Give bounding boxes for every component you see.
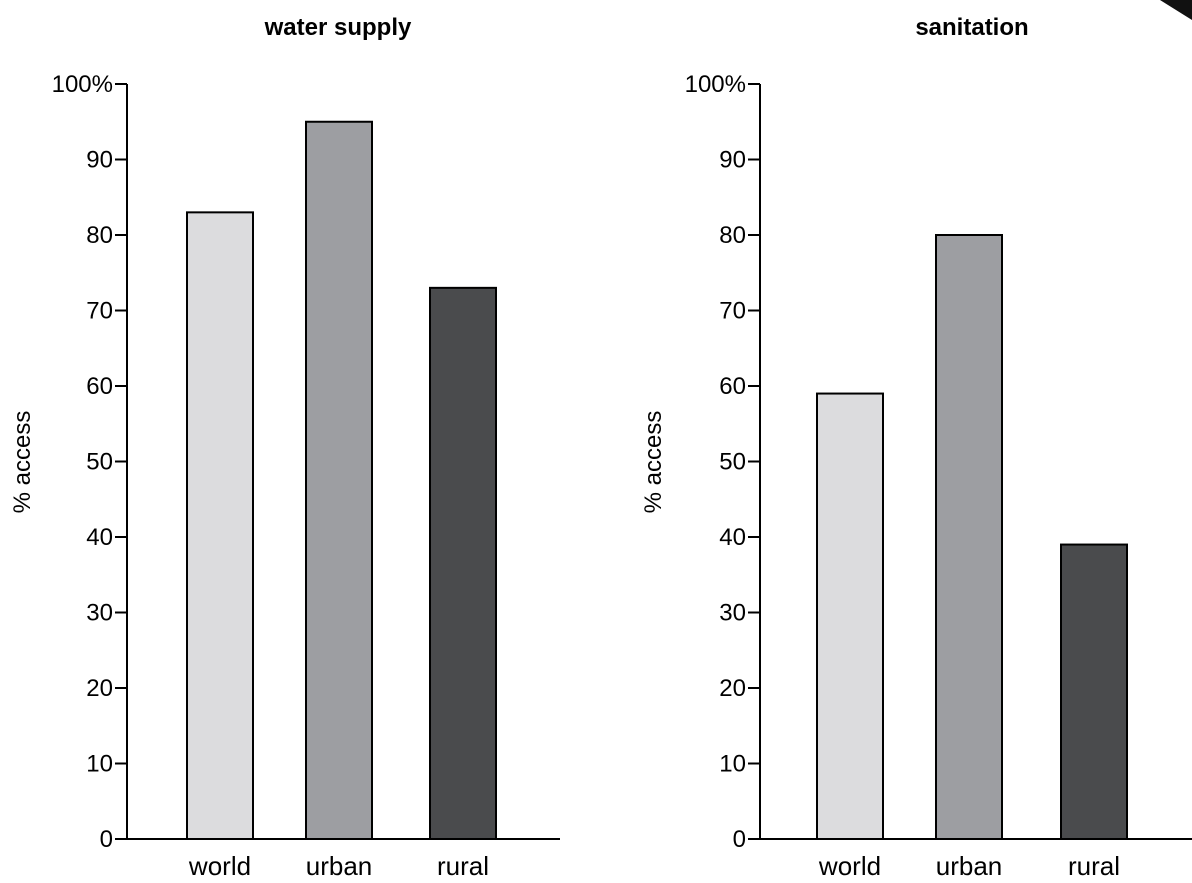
corner-fragment <box>1160 0 1192 20</box>
y-tick-label: 70 <box>86 298 113 325</box>
category-label-urban: urban <box>936 851 1003 881</box>
y-tick-label: 30 <box>86 600 113 627</box>
y-tick-label: 40 <box>86 524 113 551</box>
bar-rural <box>429 286 497 841</box>
category-label-urban: urban <box>306 851 373 881</box>
y-tick-label: 50 <box>86 449 113 476</box>
category-label-world: world <box>818 851 881 881</box>
y-tick-label: 90 <box>719 147 746 174</box>
category-label-world: world <box>188 851 251 881</box>
y-tick-label: 0 <box>100 826 113 853</box>
chart-title: water supply <box>264 14 412 41</box>
bar-world <box>186 211 254 841</box>
y-tick-label: 50 <box>719 449 746 476</box>
bar-world <box>816 392 884 840</box>
y-tick-label: 90 <box>86 147 113 174</box>
category-label-rural: rural <box>437 851 489 881</box>
y-tick-label: 10 <box>86 751 113 778</box>
bar-urban <box>305 120 373 840</box>
bar-urban <box>935 234 1003 840</box>
y-tick-label: 10 <box>719 751 746 778</box>
y-tick-label: 40 <box>719 524 746 551</box>
y-tick-label: 60 <box>719 373 746 400</box>
y-tick-label: 20 <box>86 675 113 702</box>
y-tick-label: 80 <box>86 222 113 249</box>
y-axis-label: % access <box>9 411 36 514</box>
y-tick-label: 60 <box>86 373 113 400</box>
chart-title: sanitation <box>915 14 1028 41</box>
chart-panel-sanitation: sanitation % access 0 10 20 30 40 50 60 70 80 90 100… <box>640 14 1192 881</box>
chart-panel-water-supply: water supply % access 0 10 20 30 40 50 60 70 80 90 1… <box>9 14 560 881</box>
category-label-rural: rural <box>1068 851 1120 881</box>
y-tick-label: 30 <box>719 600 746 627</box>
y-tick-label: 70 <box>719 298 746 325</box>
y-tick-label: 100% <box>52 71 113 98</box>
y-axis-label: % access <box>640 411 667 514</box>
y-tick-label: 100% <box>685 71 746 98</box>
y-tick-label: 80 <box>719 222 746 249</box>
bar-rural <box>1060 543 1128 840</box>
y-tick-label: 20 <box>719 675 746 702</box>
y-tick-label: 0 <box>733 826 746 853</box>
